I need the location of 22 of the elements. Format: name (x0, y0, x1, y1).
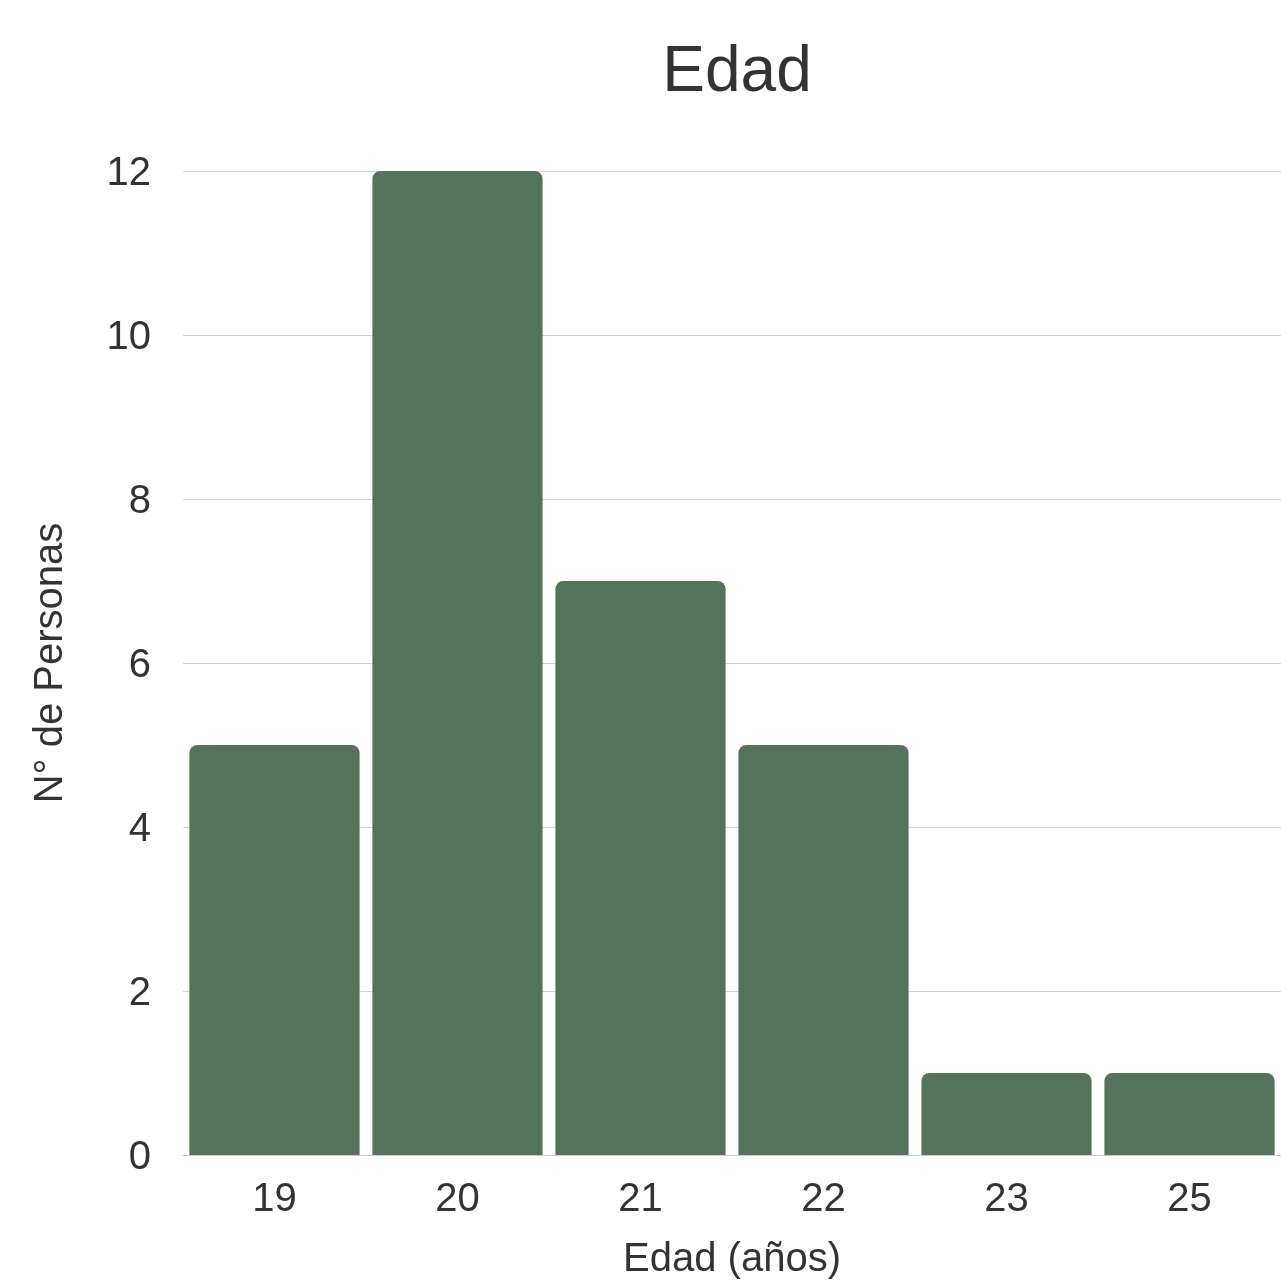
x-axis-title: Edad (años) (623, 1235, 841, 1279)
chart-title: Edad (662, 33, 812, 105)
y-tick-label: 0 (128, 1133, 151, 1177)
y-tick-label: 8 (128, 477, 151, 521)
x-tick-label: 25 (1167, 1175, 1212, 1219)
x-tick-label: 20 (435, 1175, 480, 1219)
x-tick-label: 19 (252, 1175, 297, 1219)
bar (738, 745, 909, 1155)
y-tick-label: 10 (106, 313, 151, 357)
x-tick-label: 23 (984, 1175, 1029, 1219)
bar (1104, 1073, 1275, 1155)
y-tick-label: 4 (128, 805, 151, 849)
bar (372, 171, 543, 1155)
bar (921, 1073, 1092, 1155)
y-tick-label: 2 (128, 969, 151, 1013)
bar (555, 581, 726, 1155)
y-axis-title: N° de Personas (26, 522, 70, 804)
y-tick-label: 12 (106, 149, 151, 193)
y-tick-label: 6 (128, 641, 151, 685)
x-tick-label: 21 (618, 1175, 663, 1219)
bar (189, 745, 360, 1155)
x-tick-label: 22 (801, 1175, 846, 1219)
